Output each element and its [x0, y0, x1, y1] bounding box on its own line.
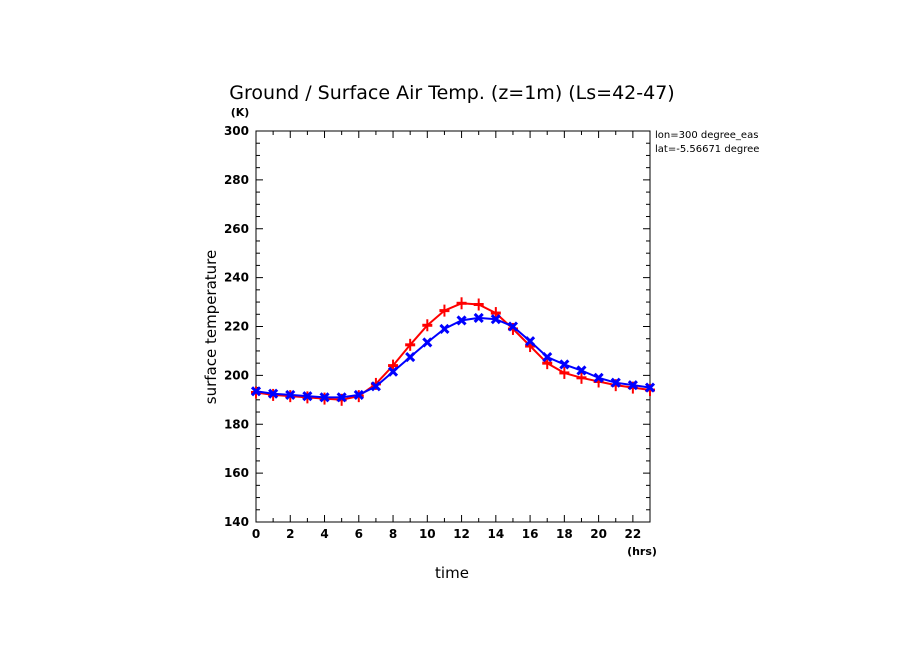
data-point	[439, 304, 450, 317]
y-tick-label: 240	[224, 271, 249, 285]
data-point	[507, 321, 519, 332]
y-tick-label: 220	[224, 320, 249, 334]
data-point	[576, 365, 587, 376]
data-point	[456, 297, 467, 310]
annotation-lat: lat=-5.56671 degree	[655, 144, 759, 155]
marker-d2	[405, 351, 416, 363]
data-point	[559, 359, 570, 370]
y-tick-label: 140	[224, 515, 249, 529]
marker-d2	[370, 381, 381, 392]
data-point	[302, 391, 313, 402]
marker-d2	[542, 351, 553, 363]
marker-d2	[525, 336, 536, 347]
marker-d2	[627, 380, 638, 391]
x-tick-label: 6	[355, 527, 363, 541]
data-point	[422, 319, 433, 332]
data-point	[490, 314, 501, 325]
x-tick-label: 20	[590, 527, 607, 541]
marker-d2	[576, 365, 587, 376]
y-tick-label: 180	[224, 417, 249, 431]
y-axis-label: surface temperature	[202, 250, 220, 405]
data-point	[268, 388, 279, 399]
marker-d2	[302, 391, 313, 402]
data-point	[405, 338, 416, 351]
data-point	[610, 377, 621, 388]
marker-d2	[559, 359, 570, 370]
x-tick-label: 12	[453, 527, 470, 541]
data-point	[285, 389, 296, 400]
x-tick-label: 4	[320, 527, 328, 541]
data-point	[627, 380, 638, 391]
x-tick-label: 16	[522, 527, 539, 541]
data-point	[353, 389, 364, 400]
x-tick-label: 14	[487, 527, 504, 541]
marker-d2	[507, 321, 519, 332]
x-tick-label: 2	[286, 527, 294, 541]
x-unit-label: (hrs)	[627, 545, 657, 558]
data-point	[387, 366, 399, 377]
data-point	[319, 392, 330, 403]
series-line	[255, 316, 651, 399]
data-point	[370, 381, 381, 392]
data-point	[456, 315, 467, 326]
series-0	[251, 297, 655, 406]
axis-ticks: 0 2 4 6 8 10 12 14 16 18 20 22 140 160 180 200 220 240 260…	[224, 124, 651, 541]
series-line	[255, 302, 651, 401]
data-point	[593, 372, 604, 383]
annotation-lon: lon=300 degree_eas	[655, 130, 758, 141]
x-tick-label: 10	[419, 527, 436, 541]
data-series	[250, 297, 656, 406]
marker-d2	[250, 386, 262, 397]
data-point	[250, 386, 262, 397]
marker-d2	[610, 377, 621, 388]
marker-d2	[593, 372, 604, 383]
data-point	[542, 351, 553, 363]
data-point	[473, 312, 484, 324]
data-point	[422, 337, 433, 348]
data-point	[576, 371, 587, 384]
marker-d2	[285, 389, 296, 400]
marker-d2	[387, 366, 399, 377]
y-tick-label: 280	[224, 173, 249, 187]
marker-d2	[456, 315, 467, 326]
marker-d2	[353, 389, 364, 400]
data-point	[336, 392, 347, 403]
x-tick-label: 0	[252, 527, 260, 541]
x-tick-label: 22	[625, 527, 642, 541]
marker-d2	[336, 392, 347, 403]
plot-frame	[255, 130, 651, 523]
y-tick-label: 260	[224, 222, 249, 236]
y-unit-label: (K)	[231, 106, 250, 119]
data-point	[644, 382, 656, 393]
x-tick-label: 18	[556, 527, 573, 541]
data-point	[439, 323, 450, 335]
y-tick-label: 300	[224, 124, 249, 138]
marker-d2	[473, 312, 484, 324]
data-point	[559, 366, 570, 379]
data-point	[473, 298, 484, 311]
data-point	[525, 336, 536, 347]
y-tick-label: 200	[224, 368, 249, 382]
x-tick-label: 8	[389, 527, 397, 541]
data-point	[405, 351, 416, 363]
chart-title: Ground / Surface Air Temp. (z=1m) (Ls=42…	[229, 82, 674, 104]
marker-d2	[268, 388, 279, 399]
marker-d2	[439, 323, 450, 335]
marker-d2	[422, 337, 433, 348]
y-tick-label: 160	[224, 466, 249, 480]
marker-d2	[644, 382, 656, 393]
x-axis-label: time	[435, 564, 469, 582]
marker-d2	[490, 314, 501, 325]
marker-d2	[319, 392, 330, 403]
series-1	[250, 312, 656, 403]
